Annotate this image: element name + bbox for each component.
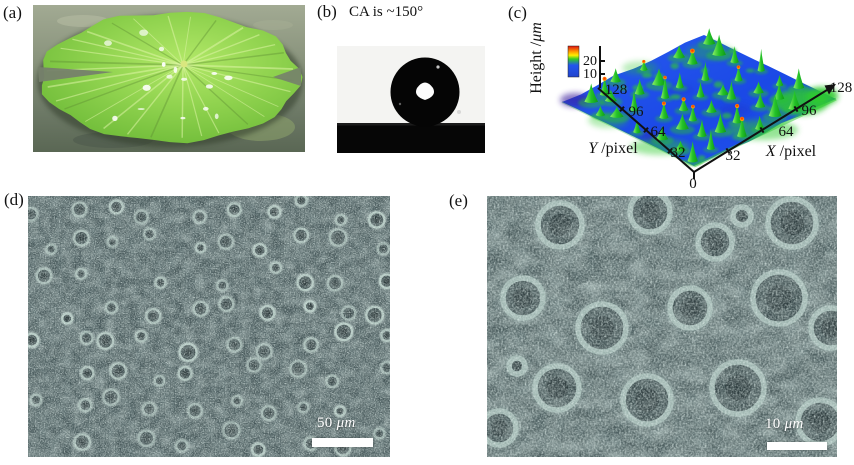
- colorbar: [567, 45, 580, 78]
- y-axis-tick: 96: [629, 104, 645, 120]
- lotus-leaf-photo: [33, 5, 305, 152]
- panel-b-label: (b): [317, 2, 337, 21]
- scale-bar-label: 10 μm: [765, 416, 804, 432]
- y-axis-tick: 128: [605, 82, 628, 98]
- y-axis-tick: 64: [651, 124, 667, 140]
- leaf-notch-right: [273, 67, 301, 86]
- z-axis-tick: 10: [583, 67, 597, 82]
- lotus-leaf-graphic: [33, 5, 305, 152]
- x-axis-tick: 128: [830, 80, 853, 96]
- sem-texture-low-mag: [28, 196, 390, 457]
- z-axis-title: Height /μm: [528, 22, 545, 94]
- sem-texture-high-mag: [487, 196, 837, 457]
- axes: [597, 46, 828, 179]
- panel-d-label: (d): [4, 190, 24, 209]
- surface-height-plot: Height /μm 20 10 128 96 64 32 Y/pixel 32…: [528, 22, 853, 192]
- panel-a-label: (a): [3, 3, 22, 22]
- x-axis-tick: 32: [726, 148, 741, 164]
- x-axis-tick: 64: [779, 124, 795, 140]
- scale-bar: [767, 442, 827, 450]
- droplet-highlight: [416, 82, 434, 100]
- x-axis-tick: 96: [802, 103, 818, 119]
- panel-c-label: (c): [508, 3, 527, 22]
- substrate-bar: [337, 123, 485, 153]
- droplet-graphic: [337, 46, 485, 153]
- z-axis-tick: 20: [583, 54, 597, 69]
- y-axis-tick: 32: [671, 145, 686, 161]
- sem-image-low-mag: 50 μm: [28, 196, 390, 457]
- leaf-notch-left: [38, 67, 113, 82]
- scale-bar: [312, 438, 373, 447]
- surface-3d: [560, 28, 838, 168]
- origin-tick: 0: [689, 176, 697, 192]
- scale-bar-label: 50 μm: [317, 415, 356, 431]
- sem-image-high-mag: 10 μm: [487, 196, 837, 457]
- x-axis: [693, 89, 828, 173]
- leaf-center: [180, 60, 188, 68]
- x-axis-title: X/pixel: [765, 143, 817, 160]
- panel-e-label: (e): [449, 191, 468, 210]
- contact-angle-photo: [337, 46, 485, 153]
- contact-angle-caption: CA is ~150°: [349, 4, 424, 20]
- y-axis-title: Y/pixel: [588, 140, 638, 157]
- x-axis-arrow: [824, 84, 836, 95]
- lotus-leaf: [41, 11, 303, 144]
